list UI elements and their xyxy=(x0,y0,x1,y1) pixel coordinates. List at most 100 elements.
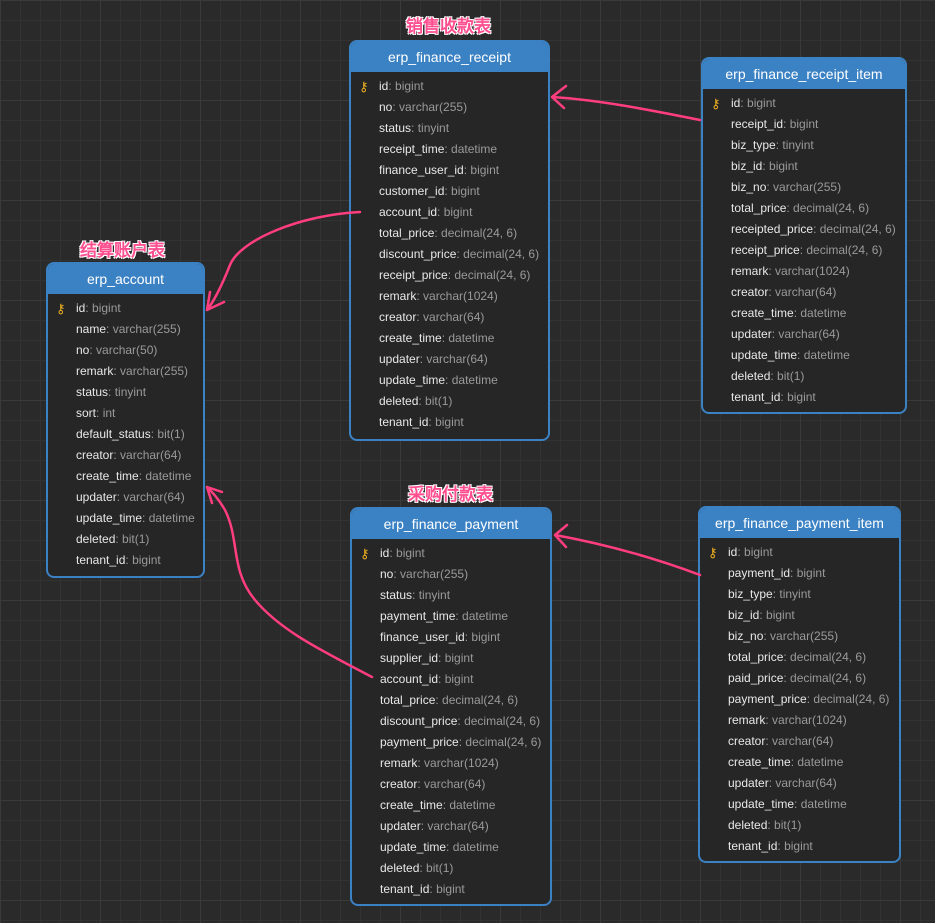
field-row[interactable]: tenant_id: bigint xyxy=(76,553,161,567)
field-row[interactable]: receipted_price: decimal(24, 6) xyxy=(731,222,896,236)
field-row[interactable]: update_time: datetime xyxy=(728,797,847,811)
field-row[interactable]: deleted: bit(1) xyxy=(380,861,454,875)
field-name: update_time xyxy=(380,840,447,854)
field-row[interactable]: creator: varchar(64) xyxy=(379,310,485,324)
field-row[interactable]: payment_price: decimal(24, 6) xyxy=(728,692,890,706)
field-row[interactable]: ⚷ id: bigint xyxy=(352,543,550,564)
field-row[interactable]: remark: varchar(255) xyxy=(76,364,189,378)
field-name: payment_price xyxy=(380,735,459,749)
field-row[interactable]: ⚷ id: bigint xyxy=(703,93,905,114)
field-row[interactable]: remark: varchar(1024) xyxy=(731,264,850,278)
field-row[interactable]: create_time: datetime xyxy=(380,798,496,812)
field-type: datetime xyxy=(797,755,844,769)
field-row[interactable]: total_price: decimal(24, 6) xyxy=(728,650,867,664)
field-row[interactable]: updater: varchar(64) xyxy=(379,352,488,366)
table-erp-finance-payment[interactable]: erp_finance_payment ⚷ id: bigint no: varcha… xyxy=(350,507,552,906)
field-row[interactable]: biz_no: varchar(255) xyxy=(728,629,839,643)
field-row[interactable]: no: varchar(255) xyxy=(380,567,469,581)
field-row[interactable]: name: varchar(255) xyxy=(76,322,181,336)
field-row[interactable]: biz_type: tinyint xyxy=(731,138,814,152)
field-row[interactable]: status: tinyint xyxy=(76,385,147,399)
field-row[interactable]: biz_id: bigint xyxy=(728,608,795,622)
field-row[interactable]: supplier_id: bigint xyxy=(380,651,474,665)
field-type: varchar(64) xyxy=(775,776,837,790)
field-type: decimal(24, 6) xyxy=(790,671,867,685)
field-row[interactable]: updater: varchar(64) xyxy=(731,327,840,341)
field-row[interactable]: receipt_price: decimal(24, 6) xyxy=(731,243,883,257)
field-row[interactable]: biz_type: tinyint xyxy=(728,587,811,601)
field-type: tinyint xyxy=(417,121,450,135)
field-row[interactable]: status: tinyint xyxy=(379,121,450,135)
field-row[interactable]: status: tinyint xyxy=(380,588,451,602)
field-type: bigint xyxy=(132,553,161,567)
field-name: creator xyxy=(728,734,766,748)
field-row[interactable]: default_status: bit(1) xyxy=(76,427,185,441)
field-type: varchar(64) xyxy=(123,490,185,504)
field-name: remark xyxy=(380,756,418,770)
field-row[interactable]: total_price: decimal(24, 6) xyxy=(380,693,519,707)
field-row[interactable]: discount_price: decimal(24, 6) xyxy=(379,247,540,261)
field-row[interactable]: account_id: bigint xyxy=(379,205,473,219)
field-row[interactable]: remark: varchar(1024) xyxy=(380,756,499,770)
field-row[interactable]: tenant_id: bigint xyxy=(380,882,465,896)
field-row[interactable]: ⚷ id: bigint xyxy=(48,298,203,319)
field-row[interactable]: customer_id: bigint xyxy=(379,184,480,198)
field-row[interactable]: receipt_time: datetime xyxy=(379,142,498,156)
field-row[interactable]: discount_price: decimal(24, 6) xyxy=(380,714,541,728)
field-row[interactable]: remark: varchar(1024) xyxy=(728,713,847,727)
field-name: name xyxy=(76,322,107,336)
table-erp-finance-receipt[interactable]: erp_finance_receipt ⚷ id: bigint no: varcha… xyxy=(349,40,550,441)
field-type: decimal(24, 6) xyxy=(793,201,870,215)
field-type: varchar(1024) xyxy=(424,756,499,770)
table-erp-finance-payment-item[interactable]: erp_finance_payment_item ⚷ id: bigint payme… xyxy=(698,506,901,863)
field-row[interactable]: payment_id: bigint xyxy=(728,566,826,580)
field-row[interactable]: create_time: datetime xyxy=(76,469,192,483)
field-row[interactable]: creator: varchar(64) xyxy=(731,285,837,299)
field-row[interactable]: total_price: decimal(24, 6) xyxy=(379,226,518,240)
table-erp-finance-receipt-item[interactable]: erp_finance_receipt_item ⚷ id: bigint recei… xyxy=(701,57,907,414)
field-row[interactable]: receipt_id: bigint xyxy=(731,117,819,131)
field-type: bigint xyxy=(444,651,474,665)
field-row[interactable]: creator: varchar(64) xyxy=(728,734,834,748)
field-type: decimal(24, 6) xyxy=(454,268,531,282)
field-row[interactable]: creator: varchar(64) xyxy=(380,777,486,791)
field-row[interactable]: ⚷ id: bigint xyxy=(351,76,548,97)
field-name: receipt_price xyxy=(731,243,800,257)
field-row[interactable]: tenant_id: bigint xyxy=(728,839,813,853)
field-row[interactable]: payment_time: datetime xyxy=(380,609,509,623)
field-row[interactable]: total_price: decimal(24, 6) xyxy=(731,201,870,215)
field-row[interactable]: account_id: bigint xyxy=(380,672,474,686)
field-row[interactable]: biz_no: varchar(255) xyxy=(731,180,842,194)
field-row[interactable]: create_time: datetime xyxy=(728,755,844,769)
field-row[interactable]: updater: varchar(64) xyxy=(380,819,489,833)
field-row[interactable]: deleted: bit(1) xyxy=(731,369,805,383)
table-erp-account[interactable]: erp_account ⚷ id: bigint name: varchar(255)… xyxy=(46,262,205,578)
field-row[interactable]: deleted: bit(1) xyxy=(379,394,453,408)
field-row[interactable]: deleted: bit(1) xyxy=(728,818,802,832)
field-row[interactable]: finance_user_id: bigint xyxy=(379,163,500,177)
field-row[interactable]: ⚷ id: bigint xyxy=(700,542,899,563)
field-row[interactable]: payment_price: decimal(24, 6) xyxy=(380,735,542,749)
field-type: bit(1) xyxy=(425,394,453,408)
field-row[interactable]: paid_price: decimal(24, 6) xyxy=(728,671,867,685)
field-row[interactable]: update_time: datetime xyxy=(380,840,499,854)
field-row[interactable]: tenant_id: bigint xyxy=(731,390,816,404)
field-row[interactable]: receipt_price: decimal(24, 6) xyxy=(379,268,531,282)
field-row[interactable]: update_time: datetime xyxy=(379,373,498,387)
field-row[interactable]: remark: varchar(1024) xyxy=(379,289,498,303)
field-row[interactable]: tenant_id: bigint xyxy=(379,415,464,429)
field-row[interactable]: update_time: datetime xyxy=(76,511,195,525)
field-row[interactable]: finance_user_id: bigint xyxy=(380,630,501,644)
field-row[interactable]: biz_id: bigint xyxy=(731,159,798,173)
field-row[interactable]: create_time: datetime xyxy=(379,331,495,345)
field-row[interactable]: deleted: bit(1) xyxy=(76,532,150,546)
field-row[interactable]: updater: varchar(64) xyxy=(76,490,185,504)
field-row[interactable]: updater: varchar(64) xyxy=(728,776,837,790)
field-row[interactable]: update_time: datetime xyxy=(731,348,850,362)
field-row[interactable]: no: varchar(50) xyxy=(76,343,158,357)
field-name: creator xyxy=(731,285,769,299)
field-row[interactable]: create_time: datetime xyxy=(731,306,847,320)
field-row[interactable]: no: varchar(255) xyxy=(379,100,468,114)
field-row[interactable]: creator: varchar(64) xyxy=(76,448,182,462)
field-row[interactable]: sort: int xyxy=(76,406,116,420)
